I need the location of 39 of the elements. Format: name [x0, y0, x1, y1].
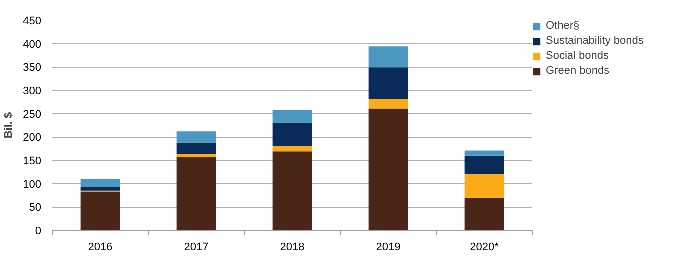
bar: [368, 68, 408, 100]
x-tick-label: 2020*: [470, 242, 500, 254]
legend-label: Other§: [546, 20, 580, 32]
bar: [272, 146, 312, 152]
y-tick-label: 350: [23, 62, 42, 74]
y-tick-label: 250: [23, 108, 42, 121]
legend-label: Sustainability bonds: [546, 35, 644, 47]
legend-label: Green bonds: [546, 65, 610, 77]
bar: [368, 46, 408, 68]
bar: [176, 154, 216, 158]
y-tick-label: 300: [23, 86, 42, 98]
y-tick-label: 50: [29, 202, 42, 214]
y-tick-label: 400: [23, 38, 42, 51]
bar: [176, 132, 216, 143]
bar: [176, 142, 216, 154]
bar: [464, 174, 504, 198]
bar: [272, 122, 312, 146]
bar: [272, 110, 312, 123]
bar: [368, 108, 408, 230]
y-tick-label: 100: [23, 178, 42, 191]
y-tick-label: 450: [23, 16, 42, 28]
y-tick-label: 200: [23, 132, 42, 144]
bar: [464, 150, 504, 156]
bar: [176, 157, 216, 230]
bar: [80, 179, 120, 188]
bar: [464, 156, 504, 174]
y-tick-label: 0: [35, 226, 42, 238]
bar: [80, 192, 120, 230]
bar: [80, 187, 120, 191]
y-axis-title: Bil. $: [3, 112, 16, 139]
x-tick-label: 2018: [280, 242, 305, 254]
x-tick-label: 2016: [88, 242, 113, 254]
x-tick-label: 2019: [376, 242, 401, 254]
bar: [464, 198, 504, 230]
x-tick-label: 2017: [184, 242, 209, 254]
y-tick-label: 150: [23, 156, 42, 168]
legend-label: Social bonds: [546, 50, 609, 62]
bar: [272, 152, 312, 230]
bar: [368, 99, 408, 109]
